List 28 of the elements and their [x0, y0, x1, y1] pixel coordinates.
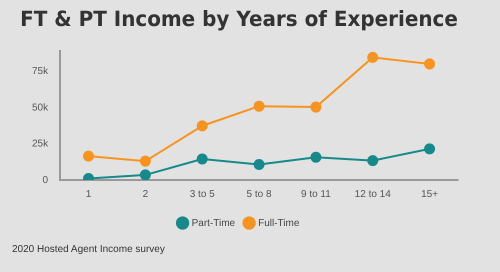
x-tick-label: 1 — [86, 188, 92, 200]
y-tick-label: 75k — [32, 66, 50, 78]
point — [254, 100, 265, 112]
x-tick-label: 9 to 11 — [300, 188, 332, 200]
point — [310, 102, 322, 113]
y-tick-label: 0 — [42, 174, 49, 186]
y-tick-label: 25k — [32, 138, 50, 150]
point — [140, 156, 151, 167]
point — [424, 143, 436, 154]
point — [424, 58, 436, 70]
point — [196, 120, 208, 132]
text: 2020 Hosted Agent Income survey — [12, 244, 165, 255]
x-tick-label: 12 to 14 — [354, 188, 392, 200]
point — [140, 169, 151, 180]
point — [310, 152, 322, 163]
point — [367, 155, 378, 166]
point — [367, 52, 378, 63]
x-tick-label: 2 — [142, 188, 149, 200]
point — [196, 154, 208, 165]
point — [254, 159, 265, 170]
x-tick-label: 15+ — [421, 188, 438, 200]
y-tick-label: 50k — [32, 102, 50, 114]
legend-label: Part-Time — [192, 218, 236, 229]
chart-title: FT & PT Income by Years of Experience — [20, 6, 458, 32]
x-tick-label: 5 to 8 — [246, 188, 272, 200]
point — [83, 150, 94, 162]
x-tick-label: 3 to 5 — [190, 188, 216, 200]
legend-label: Full-Time — [258, 218, 300, 229]
